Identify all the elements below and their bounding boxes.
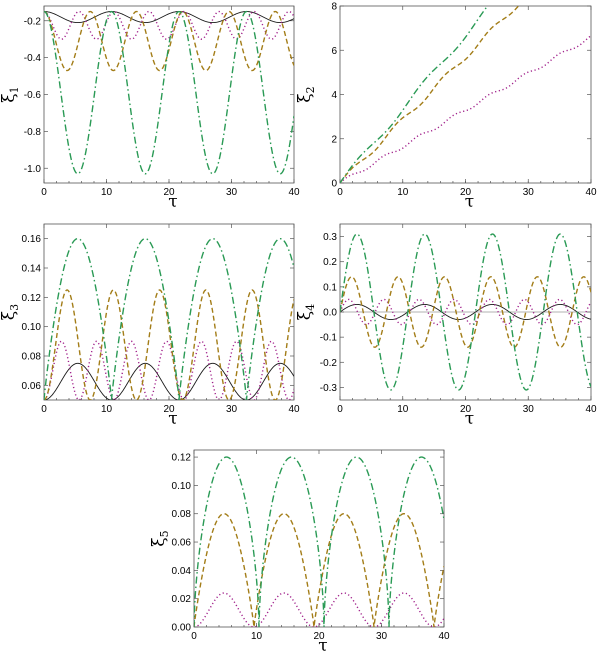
y-tick-label: 4 xyxy=(331,90,337,101)
plot-frame xyxy=(339,5,592,184)
y-tick-label: 8 xyxy=(331,2,337,13)
y-tick-label: 0 xyxy=(331,179,337,190)
series-line-solid xyxy=(44,11,294,24)
y-tick-label: 0.08 xyxy=(22,352,42,363)
y-tick-label: 0.14 xyxy=(22,264,42,275)
y-tick-label: 0.00 xyxy=(172,623,192,634)
x-tick-label: 0 xyxy=(41,404,47,415)
x-tick-label: 40 xyxy=(288,404,300,415)
y-tick-label: 0.1 xyxy=(323,282,337,293)
x-tick-label: 0 xyxy=(337,404,343,415)
y-axis-label: ξ3 xyxy=(0,304,21,320)
series-line-dotted xyxy=(194,592,444,627)
chart-panel-4: 0 10 20 30 40 0.3 0.2 0.1 0.0 -0.1 -0.2 -0.3 τ ξ4 xyxy=(295,223,597,429)
y-tick-label: 0.08 xyxy=(172,509,192,520)
x-tick-label: 20 xyxy=(460,187,472,198)
x-tick-label: 30 xyxy=(376,631,388,642)
y-tick-label: 0.02 xyxy=(172,594,192,605)
x-tick-label: 30 xyxy=(226,404,238,415)
x-tick-label: 40 xyxy=(288,187,300,198)
y-tick-label: -0.6 xyxy=(24,90,42,101)
series-line-dashdot xyxy=(340,6,489,183)
y-tick-label: 2 xyxy=(331,134,337,145)
x-axis-label: τ xyxy=(465,409,474,429)
plot-frame xyxy=(43,223,295,401)
series-line-dashed xyxy=(194,513,444,627)
x-tick-label: 20 xyxy=(163,404,175,415)
x-axis-label: τ xyxy=(465,192,474,212)
chart-panel-1: 0 10 20 30 40 -0.2 -0.4 -0.6 -0.8 -1.0 τ ξ1 xyxy=(0,5,300,212)
y-tick-label: 0.12 xyxy=(172,453,192,464)
x-tick-label: 40 xyxy=(438,631,450,642)
series-line-dotted xyxy=(340,35,591,183)
y-tick-label: -0.4 xyxy=(24,53,42,64)
x-tick-label: 10 xyxy=(251,631,263,642)
x-tick-label: 0 xyxy=(191,631,197,642)
y-tick-label: -1.0 xyxy=(24,164,42,175)
x-tick-label: 40 xyxy=(585,404,597,415)
x-tick-label: 40 xyxy=(585,187,597,198)
y-axis-label: ξ1 xyxy=(0,86,21,102)
series-line-dashdot xyxy=(44,10,294,175)
y-tick-label: 0.06 xyxy=(172,538,192,549)
y-axis-label: ξ4 xyxy=(295,304,317,320)
x-tick-label: 10 xyxy=(101,404,113,415)
y-tick-label: 0.2 xyxy=(323,257,337,268)
series-line-dashdot xyxy=(194,456,444,627)
x-tick-label: 0 xyxy=(41,187,47,198)
x-axis-label: τ xyxy=(168,409,177,429)
series-line-dashdot xyxy=(340,233,591,391)
x-tick-label: 0 xyxy=(337,187,343,198)
x-axis-label: τ xyxy=(318,636,327,656)
x-axis-label: τ xyxy=(168,192,177,212)
y-tick-label: -0.1 xyxy=(320,333,338,344)
y-axis-label: ξ5 xyxy=(149,530,171,546)
y-tick-label: 6 xyxy=(331,46,337,57)
y-tick-label: 0.0 xyxy=(323,308,337,319)
y-tick-label: -0.8 xyxy=(24,127,42,138)
series-line-dashed xyxy=(44,10,294,72)
series-line-dotted xyxy=(44,10,294,40)
series-line-dotted xyxy=(44,340,294,400)
series-line-dashed xyxy=(340,6,520,183)
y-tick-label: 0.3 xyxy=(323,232,337,243)
series-line-dashed xyxy=(44,289,294,400)
chart-panel-5: 0 10 20 30 40 0.00 0.02 0.04 0.06 0.08 0.10 0.12 τ ξ5 xyxy=(149,449,450,656)
y-tick-label: 0.06 xyxy=(22,381,42,392)
chart-panel-3: 0 10 20 30 40 0.06 0.08 0.10 0.12 0.14 0.16 τ ξ3 xyxy=(0,223,300,429)
x-tick-label: 20 xyxy=(460,404,472,415)
series-line-dashed xyxy=(340,276,591,348)
y-tick-label: -0.2 xyxy=(320,358,338,369)
y-axis-label: ξ2 xyxy=(295,86,317,102)
y-tick-label: -0.2 xyxy=(24,16,42,27)
y-tick-label: 0.10 xyxy=(172,481,192,492)
x-tick-label: 30 xyxy=(523,187,535,198)
x-tick-label: 30 xyxy=(523,404,535,415)
y-tick-label: 0.10 xyxy=(22,322,42,333)
x-tick-label: 10 xyxy=(397,187,409,198)
x-tick-label: 10 xyxy=(101,187,113,198)
chart-panel-2: 0 10 20 30 40 0 2 4 6 8 τ ξ2 xyxy=(295,2,597,213)
x-tick-label: 20 xyxy=(163,187,175,198)
y-tick-label: 0.04 xyxy=(172,566,192,577)
x-tick-label: 20 xyxy=(313,631,325,642)
series-line-dashdot xyxy=(44,237,294,400)
x-tick-label: 10 xyxy=(397,404,409,415)
plot-frame xyxy=(193,449,445,628)
y-tick-label: 0.12 xyxy=(22,293,42,304)
x-tick-label: 30 xyxy=(226,187,238,198)
series-line-dotted xyxy=(340,298,591,326)
y-tick-label: 0.16 xyxy=(22,234,42,245)
y-tick-label: -0.3 xyxy=(320,383,338,394)
